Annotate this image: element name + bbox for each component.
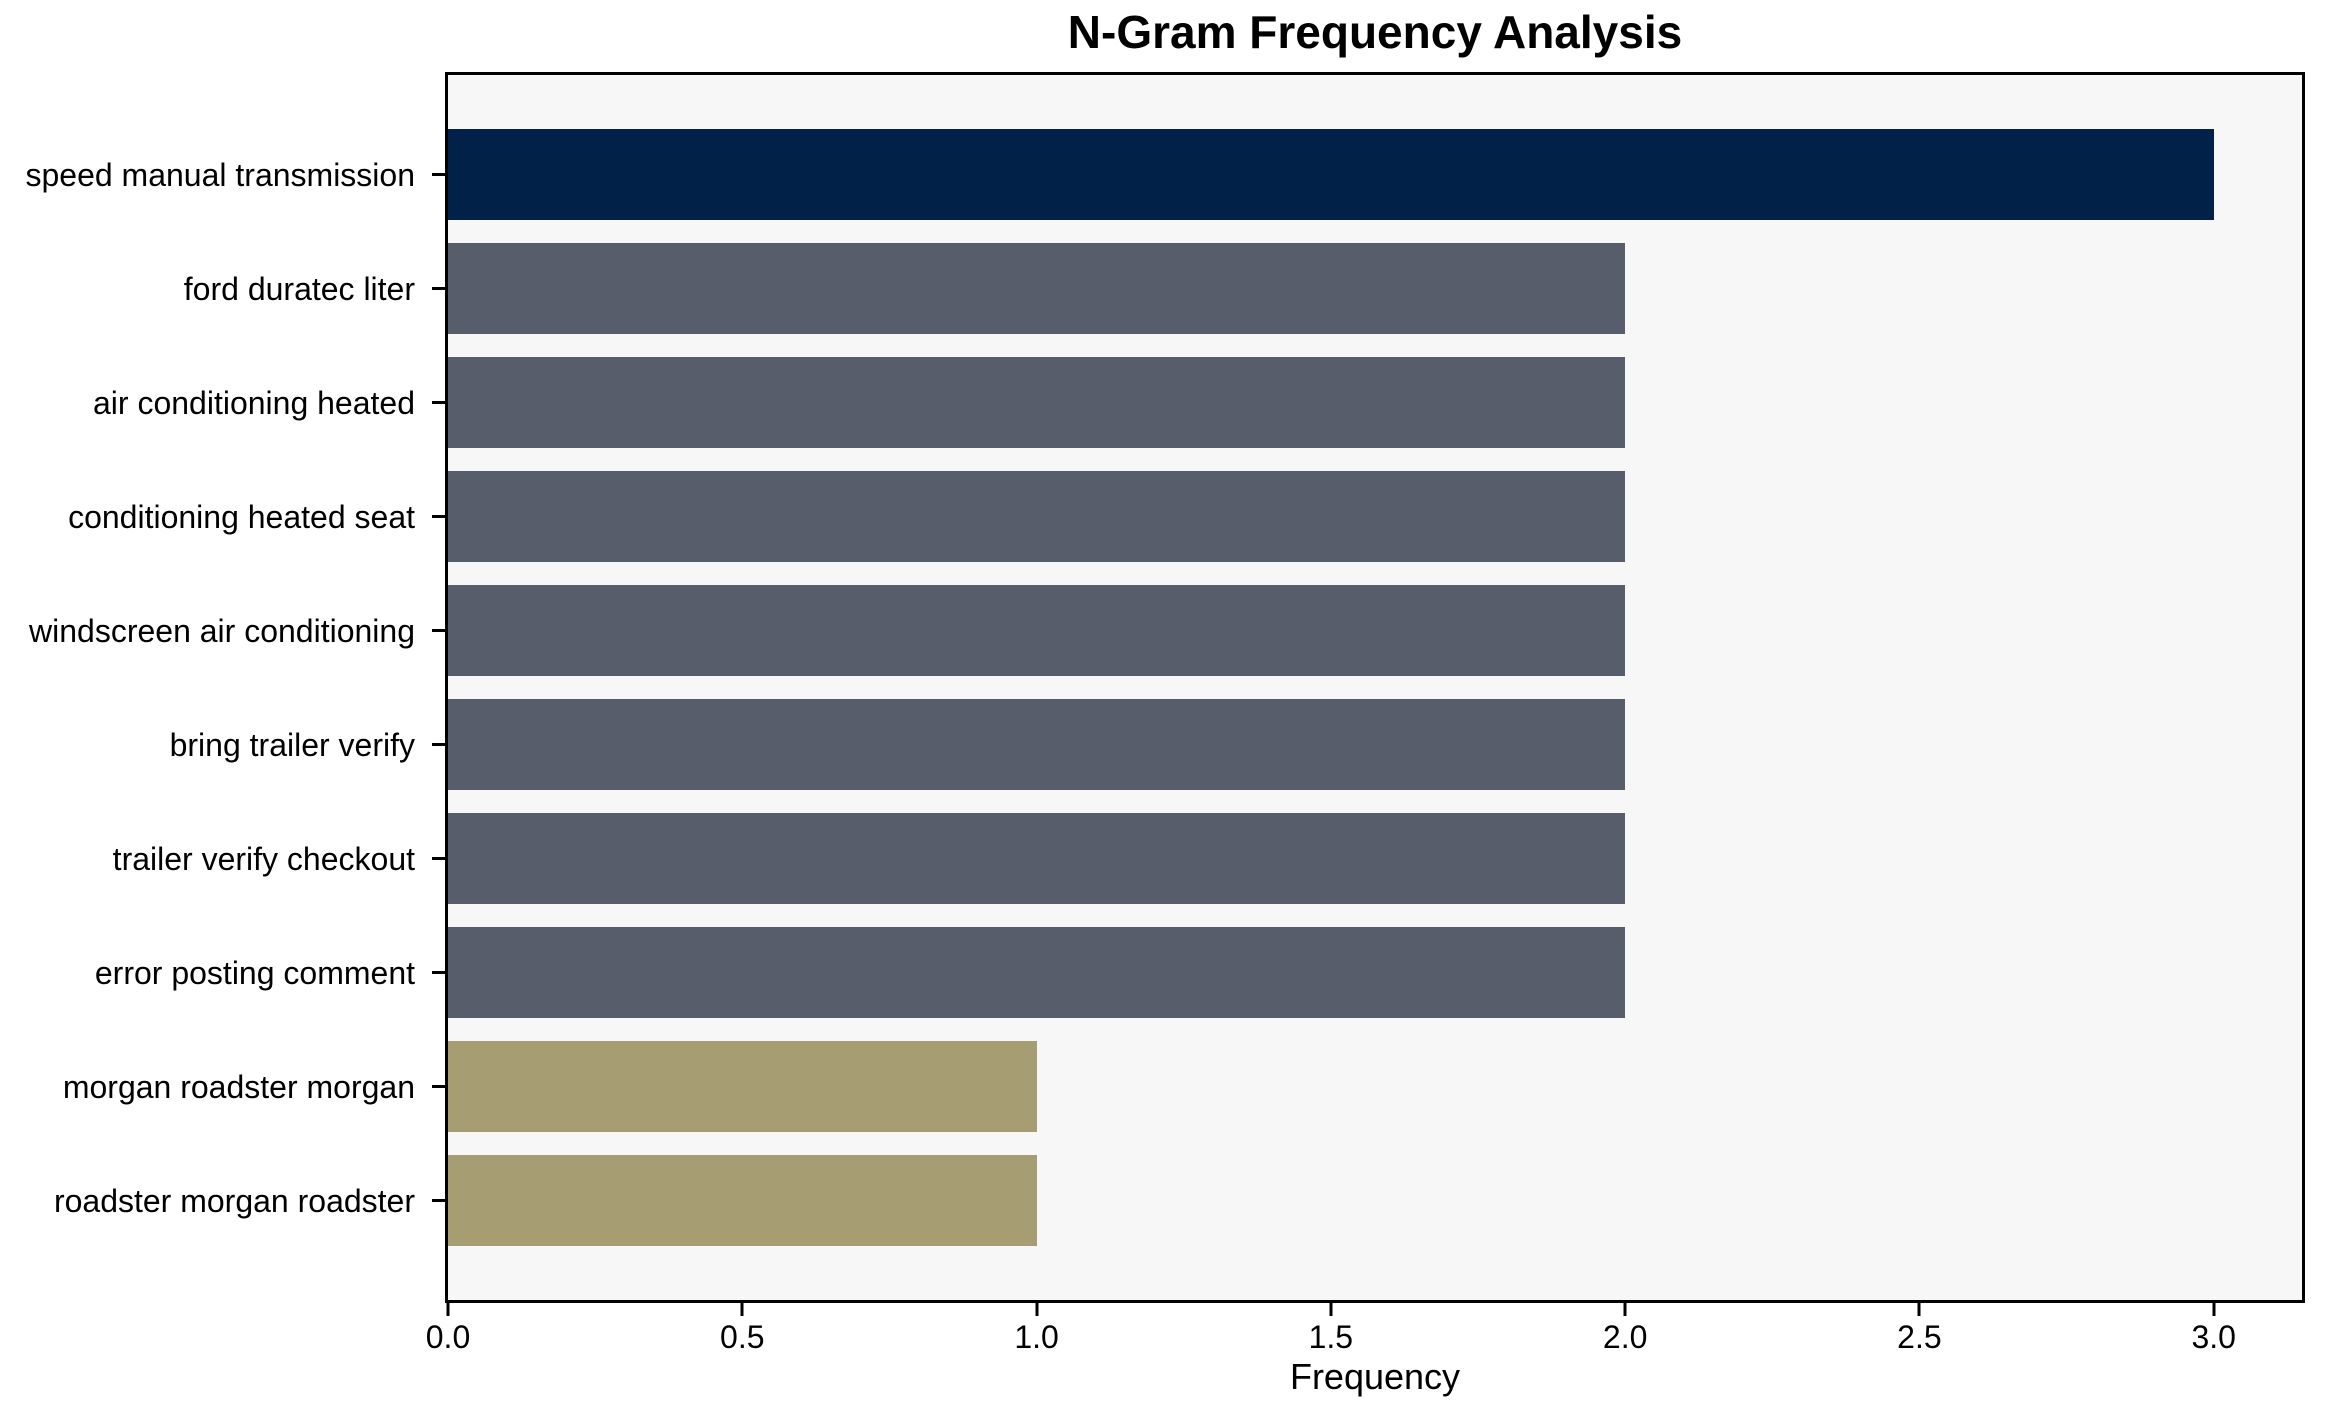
x-tick-label: 1.5 [1308, 1319, 1354, 1355]
y-tick-mark [432, 743, 445, 746]
y-tick-label: air conditioning heated [92, 384, 415, 421]
x-tick-label: 3.0 [2191, 1319, 2236, 1355]
y-tick-label: conditioning heated seat [68, 498, 415, 535]
bar [448, 357, 1626, 448]
x-tick-label: 2.5 [1897, 1319, 1942, 1355]
y-tick-label: morgan roadster morgan [62, 1068, 415, 1105]
chart-title: N-Gram Frequency Analysis [1067, 6, 1683, 58]
bar [448, 813, 1626, 904]
y-tick-mark [432, 515, 445, 518]
x-tick-label: 2.0 [1602, 1319, 1648, 1355]
y-tick-label: ford duratec liter [183, 270, 415, 307]
bar [448, 471, 1626, 562]
plot-area [445, 72, 2305, 1303]
x-tick-mark [1329, 1303, 1333, 1316]
x-tick-mark [1035, 1303, 1039, 1316]
y-axis-labels: speed manual transmission ford duratec li… [0, 0, 415, 1414]
bar [448, 129, 2214, 220]
y-tick-mark [432, 287, 445, 290]
y-tick-mark [432, 401, 445, 404]
bar [448, 243, 1626, 334]
y-tick-mark [432, 857, 445, 860]
y-tick-label: roadster morgan roadster [53, 1182, 415, 1219]
y-tick-mark [432, 173, 445, 176]
x-tick-mark [1917, 1303, 1921, 1316]
bar [448, 927, 1626, 1018]
x-tick-mark [1623, 1303, 1627, 1316]
x-tick-label: 0.0 [425, 1319, 471, 1355]
x-tick-mark [740, 1303, 744, 1316]
bar [448, 585, 1626, 676]
x-tick-label: 0.5 [720, 1319, 765, 1355]
y-tick-label: speed manual transmission [25, 156, 415, 193]
bar [448, 1155, 1037, 1246]
y-tick-mark [432, 1085, 445, 1088]
x-axis-title: Frequency [1289, 1356, 1461, 1397]
y-tick-mark [432, 1199, 445, 1202]
y-tick-label: error posting comment [94, 954, 415, 991]
x-tick-mark [2212, 1303, 2216, 1316]
bar [448, 699, 1626, 790]
x-axis: 0.0 0.5 1.0 1.5 2.0 2.5 3.0 [426, 1303, 2302, 1363]
y-tick-mark [432, 629, 445, 632]
y-tick-label: windscreen air conditioning [29, 612, 415, 649]
y-tick-mark [432, 971, 445, 974]
bar [448, 1041, 1037, 1132]
y-tick-label: trailer verify checkout [112, 840, 415, 877]
y-tick-label: bring trailer verify [169, 726, 415, 763]
x-tick-mark [446, 1303, 450, 1316]
x-tick-label: 1.0 [1014, 1319, 1059, 1355]
